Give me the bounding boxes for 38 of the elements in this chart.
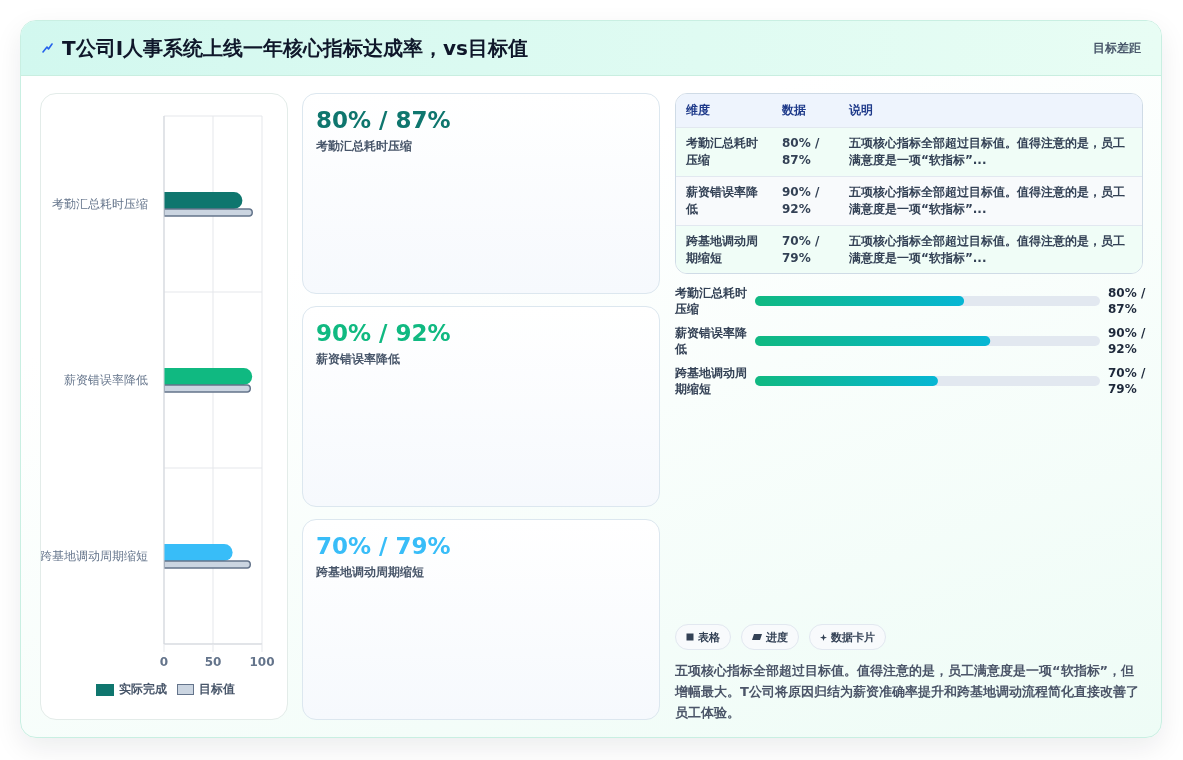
text: 薪资错误率降低 [316, 352, 400, 366]
bar [164, 368, 253, 385]
legend-label: 目标值 [198, 681, 235, 698]
y-tick-label: 跨基地调动周期缩短 [675, 365, 748, 397]
text: 目标差距 [1093, 41, 1141, 55]
text: 70% / 79% [782, 234, 820, 265]
text: 维度 [686, 103, 710, 117]
text: 80% / 87% [316, 107, 451, 133]
text: 数据卡片 [831, 629, 875, 645]
text: 五项核心指标全部超过目标值。值得注意的是，员工满意度是一项“软指标”... [849, 185, 1125, 216]
legend-label: 实际完成 [118, 681, 167, 698]
text: 进度 [766, 629, 788, 645]
y-tick-label: 薪资错误率降低 [675, 325, 748, 357]
data-label: 80% / 87% [1108, 285, 1147, 317]
y-tick-label: 考勤汇总耗时压缩 [675, 285, 748, 317]
text: 考勤汇总耗时压缩 [316, 139, 412, 153]
bar [164, 544, 233, 561]
x-tick-label: 50 [204, 654, 222, 669]
text: 70% / 79% [316, 533, 451, 559]
y-tick-label: 薪资错误率降低 [64, 373, 148, 388]
text: 数据 [782, 103, 806, 117]
text: 表格 [698, 629, 720, 645]
text: 说明 [849, 103, 873, 117]
data-label: 70% / 79% [1108, 365, 1147, 397]
text: 五项核心指标全部超过目标值。值得注意的是，员工满意度是一项“软指标”... [849, 234, 1125, 265]
text: 跨基地调动周期缩短 [316, 565, 424, 579]
text: 80% / 87% [782, 136, 820, 167]
y-tick-label: 跨基地调动周期缩短 [40, 549, 148, 564]
text: 五项核心指标全部超过目标值。值得注意的是，员工满意度是一项“软指标”... [849, 136, 1125, 167]
text: 90% / 92% [782, 185, 820, 216]
x-tick-label: 0 [159, 654, 169, 669]
text: 五项核心指标全部超过目标值。值得注意的是，员工满意度是一项“软指标”，但增幅最大。T公司将原因归结为薪资准确率提升和跨基地调动流程简化直接改善了员工体验。 [675, 663, 1139, 720]
data-label: 90% / 92% [1108, 325, 1147, 357]
bar [164, 192, 243, 209]
text: 90% / 92% [316, 320, 451, 346]
x-tick-label: 100 [249, 654, 275, 669]
y-tick-label: 考勤汇总耗时压缩 [52, 197, 148, 212]
text: T公司I人事系统上线一年核心指标达成率，vs目标值 [62, 36, 529, 60]
